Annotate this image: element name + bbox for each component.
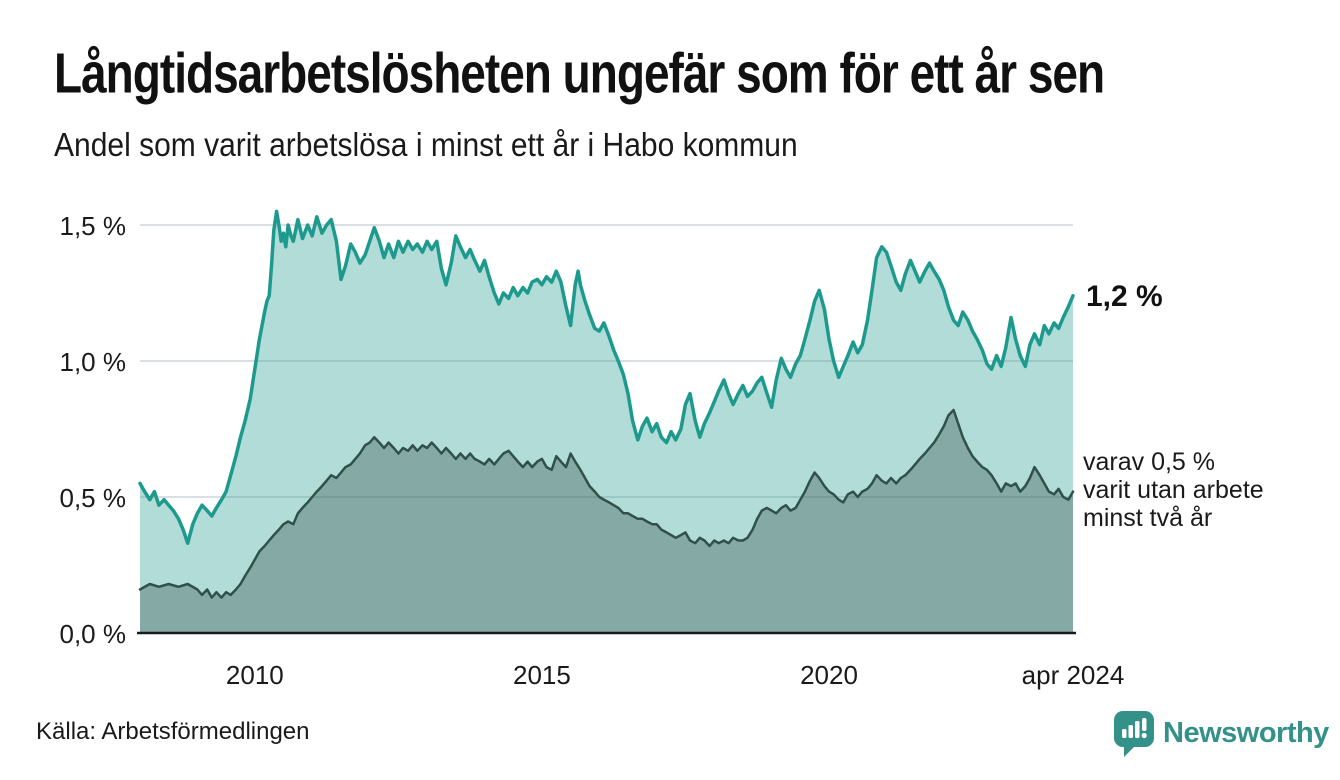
page-subtitle: Andel som varit arbetslösa i minst ett å…: [54, 127, 798, 164]
source-note: Källa: Arbetsförmedlingen: [36, 718, 310, 745]
series1-end-value-label: 1,2 %: [1086, 280, 1163, 313]
y-axis-tick-label: 0,0 %: [59, 619, 127, 649]
newsworthy-logo-icon: [1113, 710, 1155, 763]
y-axis-tick-label: 1,0 %: [59, 347, 127, 377]
line-two-years: [138, 408, 1075, 599]
x-axis-tick-label: 2020: [800, 660, 858, 690]
line-one-year: [138, 209, 1075, 545]
y-axis-tick-label: 0,5 %: [59, 483, 127, 513]
page-title: Långtidsarbetslösheten ungefär som för e…: [54, 41, 1105, 105]
newsworthy-brand: Newsworthy: [1113, 710, 1329, 763]
x-axis-tick-label: 2010: [225, 660, 284, 690]
y-axis-tick-label: 1,5 %: [59, 211, 127, 241]
area-one-year: [140, 211, 1073, 633]
series2-end-annotation: varav 0,5 % varit utan arbete minst två …: [1083, 448, 1264, 532]
area-two-years: [140, 410, 1073, 633]
newsworthy-logo-text: Newsworthy: [1163, 717, 1329, 749]
x-axis-tick-label: 2015: [512, 660, 571, 690]
x-axis-tick-label: apr 2024: [1021, 660, 1125, 690]
